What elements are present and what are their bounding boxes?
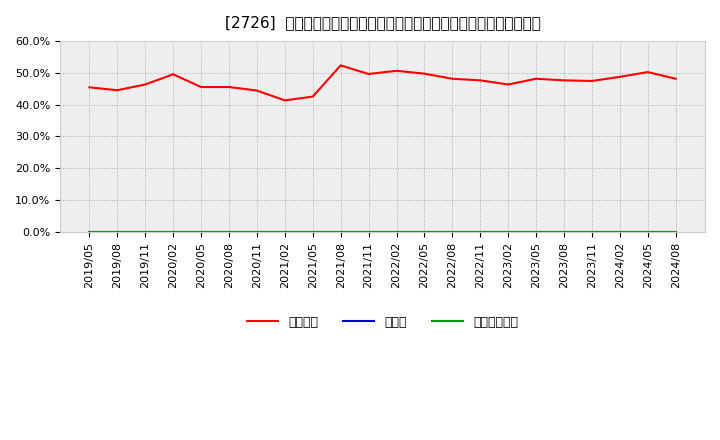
自己資本 (113, 88, 122, 93)
のれん (141, 229, 150, 235)
自己資本 (420, 71, 428, 76)
のれん (281, 229, 289, 235)
繰延税金資産 (420, 229, 428, 235)
のれん (197, 229, 205, 235)
のれん (225, 229, 233, 235)
繰延税金資産 (559, 229, 568, 235)
繰延税金資産 (476, 229, 485, 235)
自己資本 (504, 82, 513, 87)
繰延税金資産 (644, 229, 652, 235)
繰延税金資産 (141, 229, 150, 235)
のれん (420, 229, 428, 235)
のれん (588, 229, 596, 235)
繰延税金資産 (225, 229, 233, 235)
繰延税金資産 (616, 229, 624, 235)
自己資本 (559, 78, 568, 83)
のれん (169, 229, 178, 235)
繰延税金資産 (504, 229, 513, 235)
のれん (336, 229, 345, 235)
繰延税金資産 (308, 229, 317, 235)
繰延税金資産 (671, 229, 680, 235)
のれん (532, 229, 541, 235)
繰延税金資産 (169, 229, 178, 235)
のれん (476, 229, 485, 235)
自己資本 (169, 72, 178, 77)
Line: 自己資本: 自己資本 (89, 66, 675, 100)
自己資本 (308, 94, 317, 99)
繰延税金資産 (364, 229, 373, 235)
のれん (364, 229, 373, 235)
自己資本 (281, 98, 289, 103)
自己資本 (448, 76, 456, 81)
のれん (616, 229, 624, 235)
自己資本 (364, 71, 373, 77)
自己資本 (532, 76, 541, 81)
自己資本 (392, 68, 401, 73)
のれん (253, 229, 261, 235)
のれん (671, 229, 680, 235)
繰延税金資産 (197, 229, 205, 235)
のれん (392, 229, 401, 235)
繰延税金資産 (253, 229, 261, 235)
自己資本 (225, 84, 233, 90)
繰延税金資産 (113, 229, 122, 235)
のれん (559, 229, 568, 235)
自己資本 (85, 85, 94, 90)
Legend: 自己資本, のれん, 繰延税金資産: 自己資本, のれん, 繰延税金資産 (242, 311, 523, 334)
Title: [2726]  自己資本、のれん、繰延税金資産の総資産に対する比率の推移: [2726] 自己資本、のれん、繰延税金資産の総資産に対する比率の推移 (225, 15, 541, 30)
自己資本 (616, 74, 624, 80)
自己資本 (336, 63, 345, 68)
自己資本 (253, 88, 261, 93)
繰延税金資産 (448, 229, 456, 235)
自己資本 (141, 82, 150, 87)
のれん (644, 229, 652, 235)
繰延税金資産 (85, 229, 94, 235)
繰延税金資産 (392, 229, 401, 235)
自己資本 (671, 76, 680, 81)
のれん (448, 229, 456, 235)
繰延税金資産 (281, 229, 289, 235)
自己資本 (197, 84, 205, 90)
繰延税金資産 (532, 229, 541, 235)
のれん (85, 229, 94, 235)
自己資本 (588, 78, 596, 84)
自己資本 (644, 70, 652, 75)
繰延税金資産 (588, 229, 596, 235)
自己資本 (476, 78, 485, 83)
のれん (113, 229, 122, 235)
繰延税金資産 (336, 229, 345, 235)
のれん (504, 229, 513, 235)
のれん (308, 229, 317, 235)
